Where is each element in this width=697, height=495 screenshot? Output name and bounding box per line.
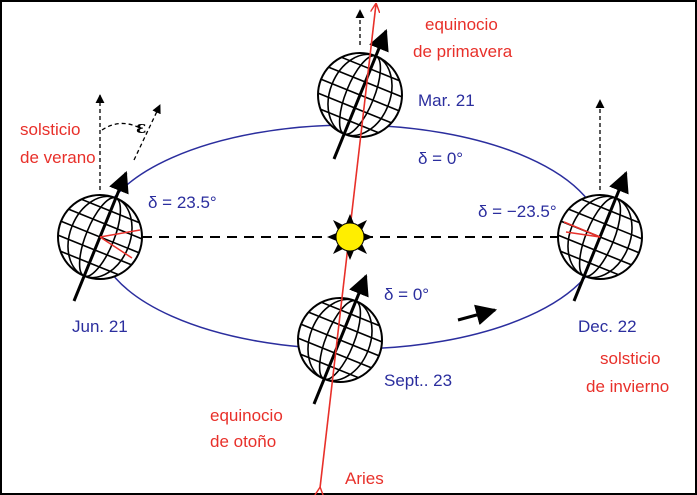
direction-arrow (457, 304, 498, 326)
label: δ = 23.5° (148, 193, 217, 212)
label: equinocio (210, 406, 283, 425)
sun (327, 214, 373, 260)
label: de otoño (210, 432, 276, 451)
label: de verano (20, 148, 96, 167)
label: equinocio (425, 15, 498, 34)
label: de primavera (413, 42, 513, 61)
label: Dec. 22 (578, 317, 637, 336)
label: δ = 0° (418, 149, 463, 168)
label: Sept.. 23 (384, 371, 452, 390)
label: Mar. 21 (418, 91, 475, 110)
label: δ = −23.5° (478, 202, 557, 221)
label: δ = 0° (384, 285, 429, 304)
label: de invierno (586, 377, 669, 396)
label: solsticio (20, 120, 80, 139)
latitude-marks (99, 221, 601, 259)
label: ε (136, 118, 146, 138)
label: Jun. 21 (72, 317, 128, 336)
label: solsticio (600, 349, 660, 368)
label: Aries (345, 469, 384, 488)
globe-september (285, 276, 394, 404)
